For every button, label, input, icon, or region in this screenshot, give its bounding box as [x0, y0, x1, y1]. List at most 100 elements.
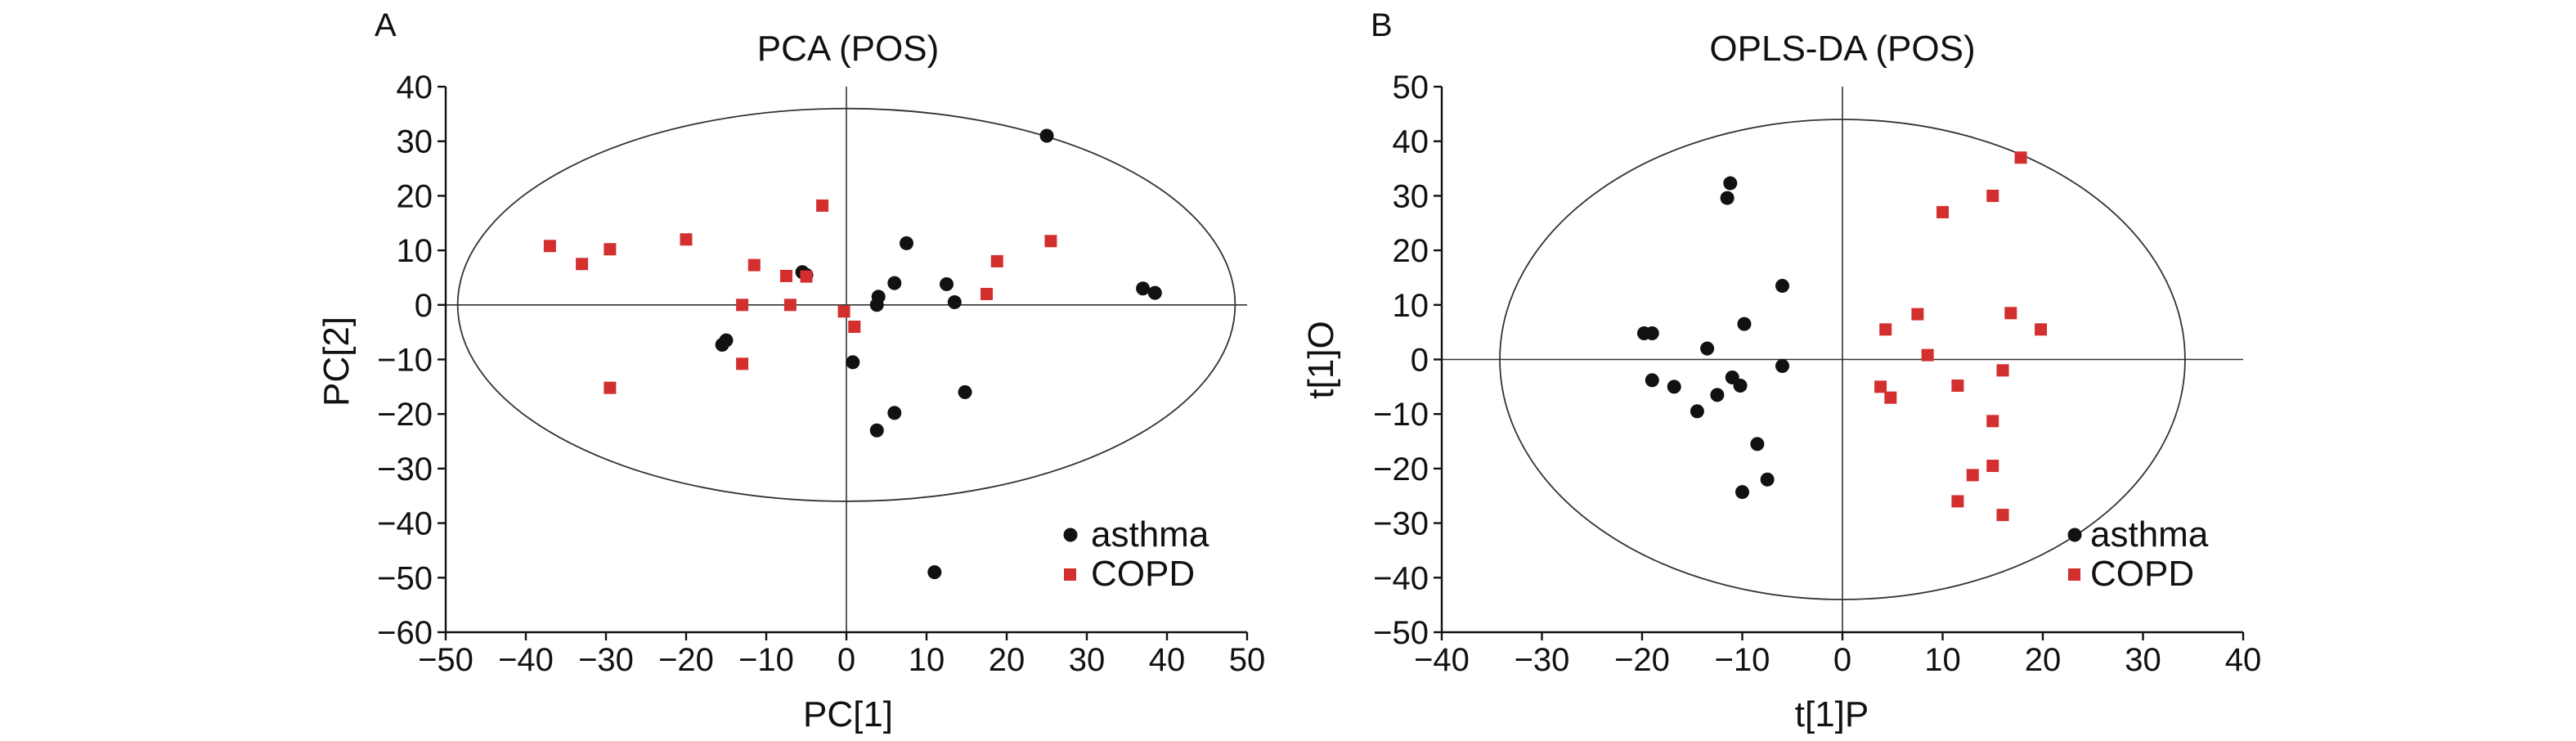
y-tick-label: −60 [377, 615, 433, 651]
x-tick-label: 30 [2125, 642, 2161, 678]
point-copd [604, 243, 617, 256]
point-copd [800, 270, 813, 283]
x-tick-label: −10 [1715, 642, 1770, 678]
x-tick-label: 20 [989, 642, 1025, 678]
x-tick-label: 0 [1833, 642, 1851, 678]
y-tick-label: −10 [1373, 397, 1429, 433]
y-tick-label: 40 [1393, 124, 1429, 160]
point-asthma [1645, 373, 1659, 388]
point-asthma [958, 385, 972, 400]
x-tick-label: −40 [498, 642, 554, 678]
point-copd [1874, 380, 1887, 393]
legend-label-asthma: asthma [1091, 514, 1209, 555]
point-copd [837, 305, 850, 318]
y-tick-label: 0 [415, 288, 433, 324]
point-asthma [1700, 341, 1715, 356]
panel-label: B [1371, 7, 1393, 43]
y-axis-title: PC[2] [316, 317, 357, 406]
point-asthma [1737, 317, 1752, 331]
point-asthma [1760, 472, 1775, 487]
x-tick-label: 20 [2025, 642, 2062, 678]
point-copd [780, 269, 792, 282]
y-axis-title: t[1]O [1301, 321, 1341, 398]
point-copd [604, 381, 617, 394]
point-copd [1936, 205, 1949, 218]
x-axis-title: PC[1] [803, 694, 893, 734]
y-tick-label: −10 [377, 343, 433, 379]
y-tick-label: 40 [397, 70, 433, 106]
x-tick-label: −20 [658, 642, 714, 678]
point-copd [1951, 495, 1964, 508]
y-tick-label: −50 [1373, 615, 1429, 651]
point-copd [680, 233, 693, 246]
x-tick-label: 0 [837, 642, 855, 678]
point-copd [1996, 364, 2009, 377]
point-copd [816, 199, 829, 212]
y-tick-label: −30 [1373, 506, 1429, 542]
point-asthma [1750, 437, 1765, 451]
point-asthma [927, 565, 942, 580]
point-copd [990, 254, 1003, 267]
point-asthma [887, 276, 902, 290]
point-asthma [1645, 326, 1659, 340]
y-tick-label: 30 [397, 124, 433, 160]
point-asthma [1147, 285, 1162, 300]
point-copd [543, 240, 556, 253]
y-tick-label: 10 [1393, 288, 1429, 324]
point-copd [1879, 323, 1892, 336]
y-tick-label: 0 [1411, 343, 1429, 379]
point-asthma [719, 333, 734, 348]
point-asthma [1136, 281, 1151, 296]
point-asthma [1775, 278, 1789, 293]
x-tick-label: −40 [1414, 642, 1470, 678]
x-tick-label: −30 [1515, 642, 1570, 678]
point-asthma [1039, 128, 1054, 143]
y-tick-label: 10 [397, 233, 433, 269]
y-tick-label: 20 [1393, 233, 1429, 269]
point-copd [736, 357, 749, 370]
point-copd [576, 258, 589, 271]
x-tick-label: 10 [1924, 642, 1961, 678]
y-tick-label: −40 [1373, 560, 1429, 596]
legend-marker-copd [1064, 568, 1076, 581]
x-tick-label: −20 [1614, 642, 1670, 678]
point-copd [1966, 469, 1979, 482]
point-asthma [947, 294, 962, 309]
point-copd [1911, 308, 1924, 321]
point-copd [848, 320, 861, 333]
y-tick-label: −20 [1373, 451, 1429, 487]
point-asthma [1690, 404, 1704, 419]
chart-panel-a: A PCA (POS) PC[1] PC[2] −50 −40 −30 −20 −10 0… [316, 7, 1265, 734]
y-tick-label: 50 [1393, 70, 1429, 106]
plot-area: −50 −40 −30 −20 −10 0 10 20 30 40 50−60−50−40−30−2… [377, 70, 1265, 678]
point-asthma [1667, 379, 1681, 394]
point-asthma [887, 406, 902, 420]
point-copd [1986, 189, 1999, 202]
point-asthma [940, 276, 954, 291]
y-tick-label: −40 [377, 506, 433, 542]
legend: asthma COPD [2067, 514, 2209, 594]
point-copd [736, 299, 749, 312]
point-copd [2004, 307, 2017, 320]
chart-panel-b: B OPLS-DA (POS) t[1]P t[1]O −40 −30 −20 −10… [1301, 7, 2261, 734]
plot-area: −40 −30 −20 −10 0 10 20 30 40−50−40−30−20−100102… [1373, 70, 2261, 678]
y-tick-label: −20 [377, 397, 433, 433]
y-tick-label: 30 [1393, 178, 1429, 214]
x-tick-label: 30 [1069, 642, 1106, 678]
point-copd [2035, 323, 2048, 336]
y-tick-label: −30 [377, 451, 433, 487]
point-asthma [1723, 176, 1738, 191]
point-copd [1996, 509, 2009, 522]
x-tick-label: −10 [738, 642, 794, 678]
point-copd [981, 287, 993, 300]
point-asthma [1733, 379, 1748, 393]
point-asthma [869, 423, 884, 438]
x-tick-label: 50 [1229, 642, 1266, 678]
legend-marker-copd [2068, 568, 2080, 581]
y-tick-label: 20 [397, 178, 433, 214]
point-copd [1986, 460, 1999, 473]
point-asthma [869, 298, 884, 312]
point-copd [1951, 379, 1964, 393]
point-copd [1044, 235, 1057, 248]
